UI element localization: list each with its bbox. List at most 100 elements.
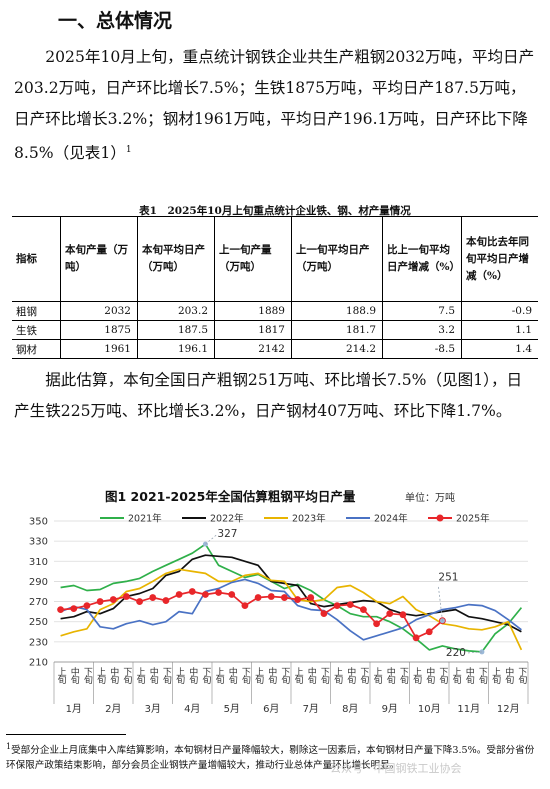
table-cell: 粗钢 [12,301,61,321]
y-tick-label: 290 [29,577,48,588]
footnote: 1受部分企业上月底集中入库结算影响，本旬钢材日产量降幅较大，剔除这一因素后，本旬… [6,739,542,773]
x-tick-label: 下旬 [319,667,330,685]
table-cell: 1817 [214,320,292,340]
table-cell: -0.9 [461,301,538,321]
x-tick-label: 下旬 [121,667,131,685]
table-cell: 钢材 [12,339,61,359]
data-point [254,594,262,601]
footnote-divider [6,734,126,735]
table-cell: 187.5 [137,320,215,340]
x-tick-label: 下旬 [161,667,172,685]
x-tick-label: 下旬 [516,667,527,685]
x-tick-label: 中旬 [306,666,317,685]
table-cell: 7.5 [382,301,462,321]
month-label: 2月 [105,703,121,715]
header-current-daily: 本旬平均日产（万吨） [137,216,215,302]
annotation-leader [205,533,218,545]
x-tick-label: 中旬 [148,666,159,685]
x-tick-label: 上旬 [451,667,462,685]
x-tick-label: 上旬 [411,667,422,685]
x-tick-label: 上旬 [174,667,185,685]
annotation-label: 251 [438,572,458,584]
x-tick-label: 下旬 [437,667,448,685]
table-cell: 1.1 [461,320,538,340]
data-point [425,628,433,636]
y-tick-label: 310 [29,557,48,568]
data-point [386,610,394,618]
production-table: 指标 本旬产量（万吨） 本旬平均日产（万吨） 上一旬产量（万吨） 上一旬平均日产… [12,216,538,359]
data-point [83,602,91,609]
y-tick-label: 270 [29,597,48,608]
x-tick-label: 上旬 [372,667,383,685]
x-tick-label: 中旬 [503,666,514,685]
x-tick-label: 中旬 [464,666,475,685]
x-tick-label: 中旬 [108,666,119,685]
month-label: 4月 [184,703,200,715]
table-cell: 1889 [214,301,292,321]
month-label: 1月 [66,703,82,715]
series-line [60,543,523,653]
footnote-mark: 1 [6,742,12,751]
intro-text: 2025年10月上旬，重点统计钢铁企业共生产粗钢2032万吨，平均日产203.2… [14,48,535,163]
month-label: 8月 [342,703,358,715]
chart-title: 图1 2021-2025年全国估算粗钢平均日产量 [105,489,356,504]
footnote-ref[interactable]: 1 [125,145,132,155]
x-tick-label: 中旬 [266,666,277,685]
annotation-marker [439,618,445,624]
data-point [346,601,354,608]
month-label: 11月 [457,703,480,715]
section-heading: 一、总体情况 [58,10,173,32]
table-cell: 1961 [60,339,138,359]
series-line [60,590,443,639]
data-point [202,591,209,598]
data-point [307,594,315,601]
x-tick-label: 上旬 [214,667,225,685]
x-tick-label: 上旬 [95,667,106,685]
table-cell: 1.4 [461,339,538,359]
data-point [360,606,367,614]
data-point [399,611,407,619]
table-row: 粗钢 2032 203.2 1889 188.9 7.5 -0.9 [12,301,538,321]
header-current-output: 本旬产量（万吨） [60,216,138,302]
data-point [57,606,64,614]
x-tick-label: 下旬 [477,667,488,685]
x-tick-label: 中旬 [69,666,80,685]
annotation-label: 327 [217,528,237,540]
month-label: 3月 [145,703,161,715]
x-tick-label: 下旬 [240,667,251,685]
y-tick-label: 250 [29,617,48,628]
table-cell: 1875 [60,320,138,340]
x-tick-label: 下旬 [200,667,211,685]
data-point [333,602,341,609]
data-point [215,589,222,596]
data-point [70,605,78,613]
legend-label: 2021年 [128,513,162,525]
data-point [162,597,170,604]
daily-output-line-chart: 图1 2021-2025年全国估算粗钢平均日产量 单位：万吨 210 230 250 27… [29,489,529,715]
header-prev-daily: 上一旬平均日产（万吨） [291,216,383,302]
x-tick-label: 下旬 [279,667,290,685]
table-cell: 196.1 [137,339,215,359]
month-label: 6月 [263,703,279,715]
data-point [412,634,420,642]
annotation-leader [438,586,443,621]
month-label: 9月 [382,703,398,715]
series-line [60,568,523,651]
table-cell: 214.2 [291,339,383,359]
x-tick-label: 下旬 [398,667,409,685]
data-point [228,591,236,598]
legend-marker [436,514,444,522]
data-point [96,598,104,605]
y-tick-label: 350 [29,517,48,528]
footnote-text: 受部分企业上月底集中入库结算影响，本旬钢材日产量降幅较大，剔除这一因素后，本旬钢… [6,745,535,772]
data-point [188,588,196,595]
data-point [294,596,301,603]
data-point [109,596,117,603]
data-point [123,593,130,600]
table-cell: 188.9 [291,301,383,321]
y-tick-label: 330 [29,537,48,548]
table-cell: 203.2 [137,301,215,321]
x-tick-label: 上旬 [293,667,304,685]
legend-label: 2023年 [292,513,326,525]
data-point [267,593,275,600]
